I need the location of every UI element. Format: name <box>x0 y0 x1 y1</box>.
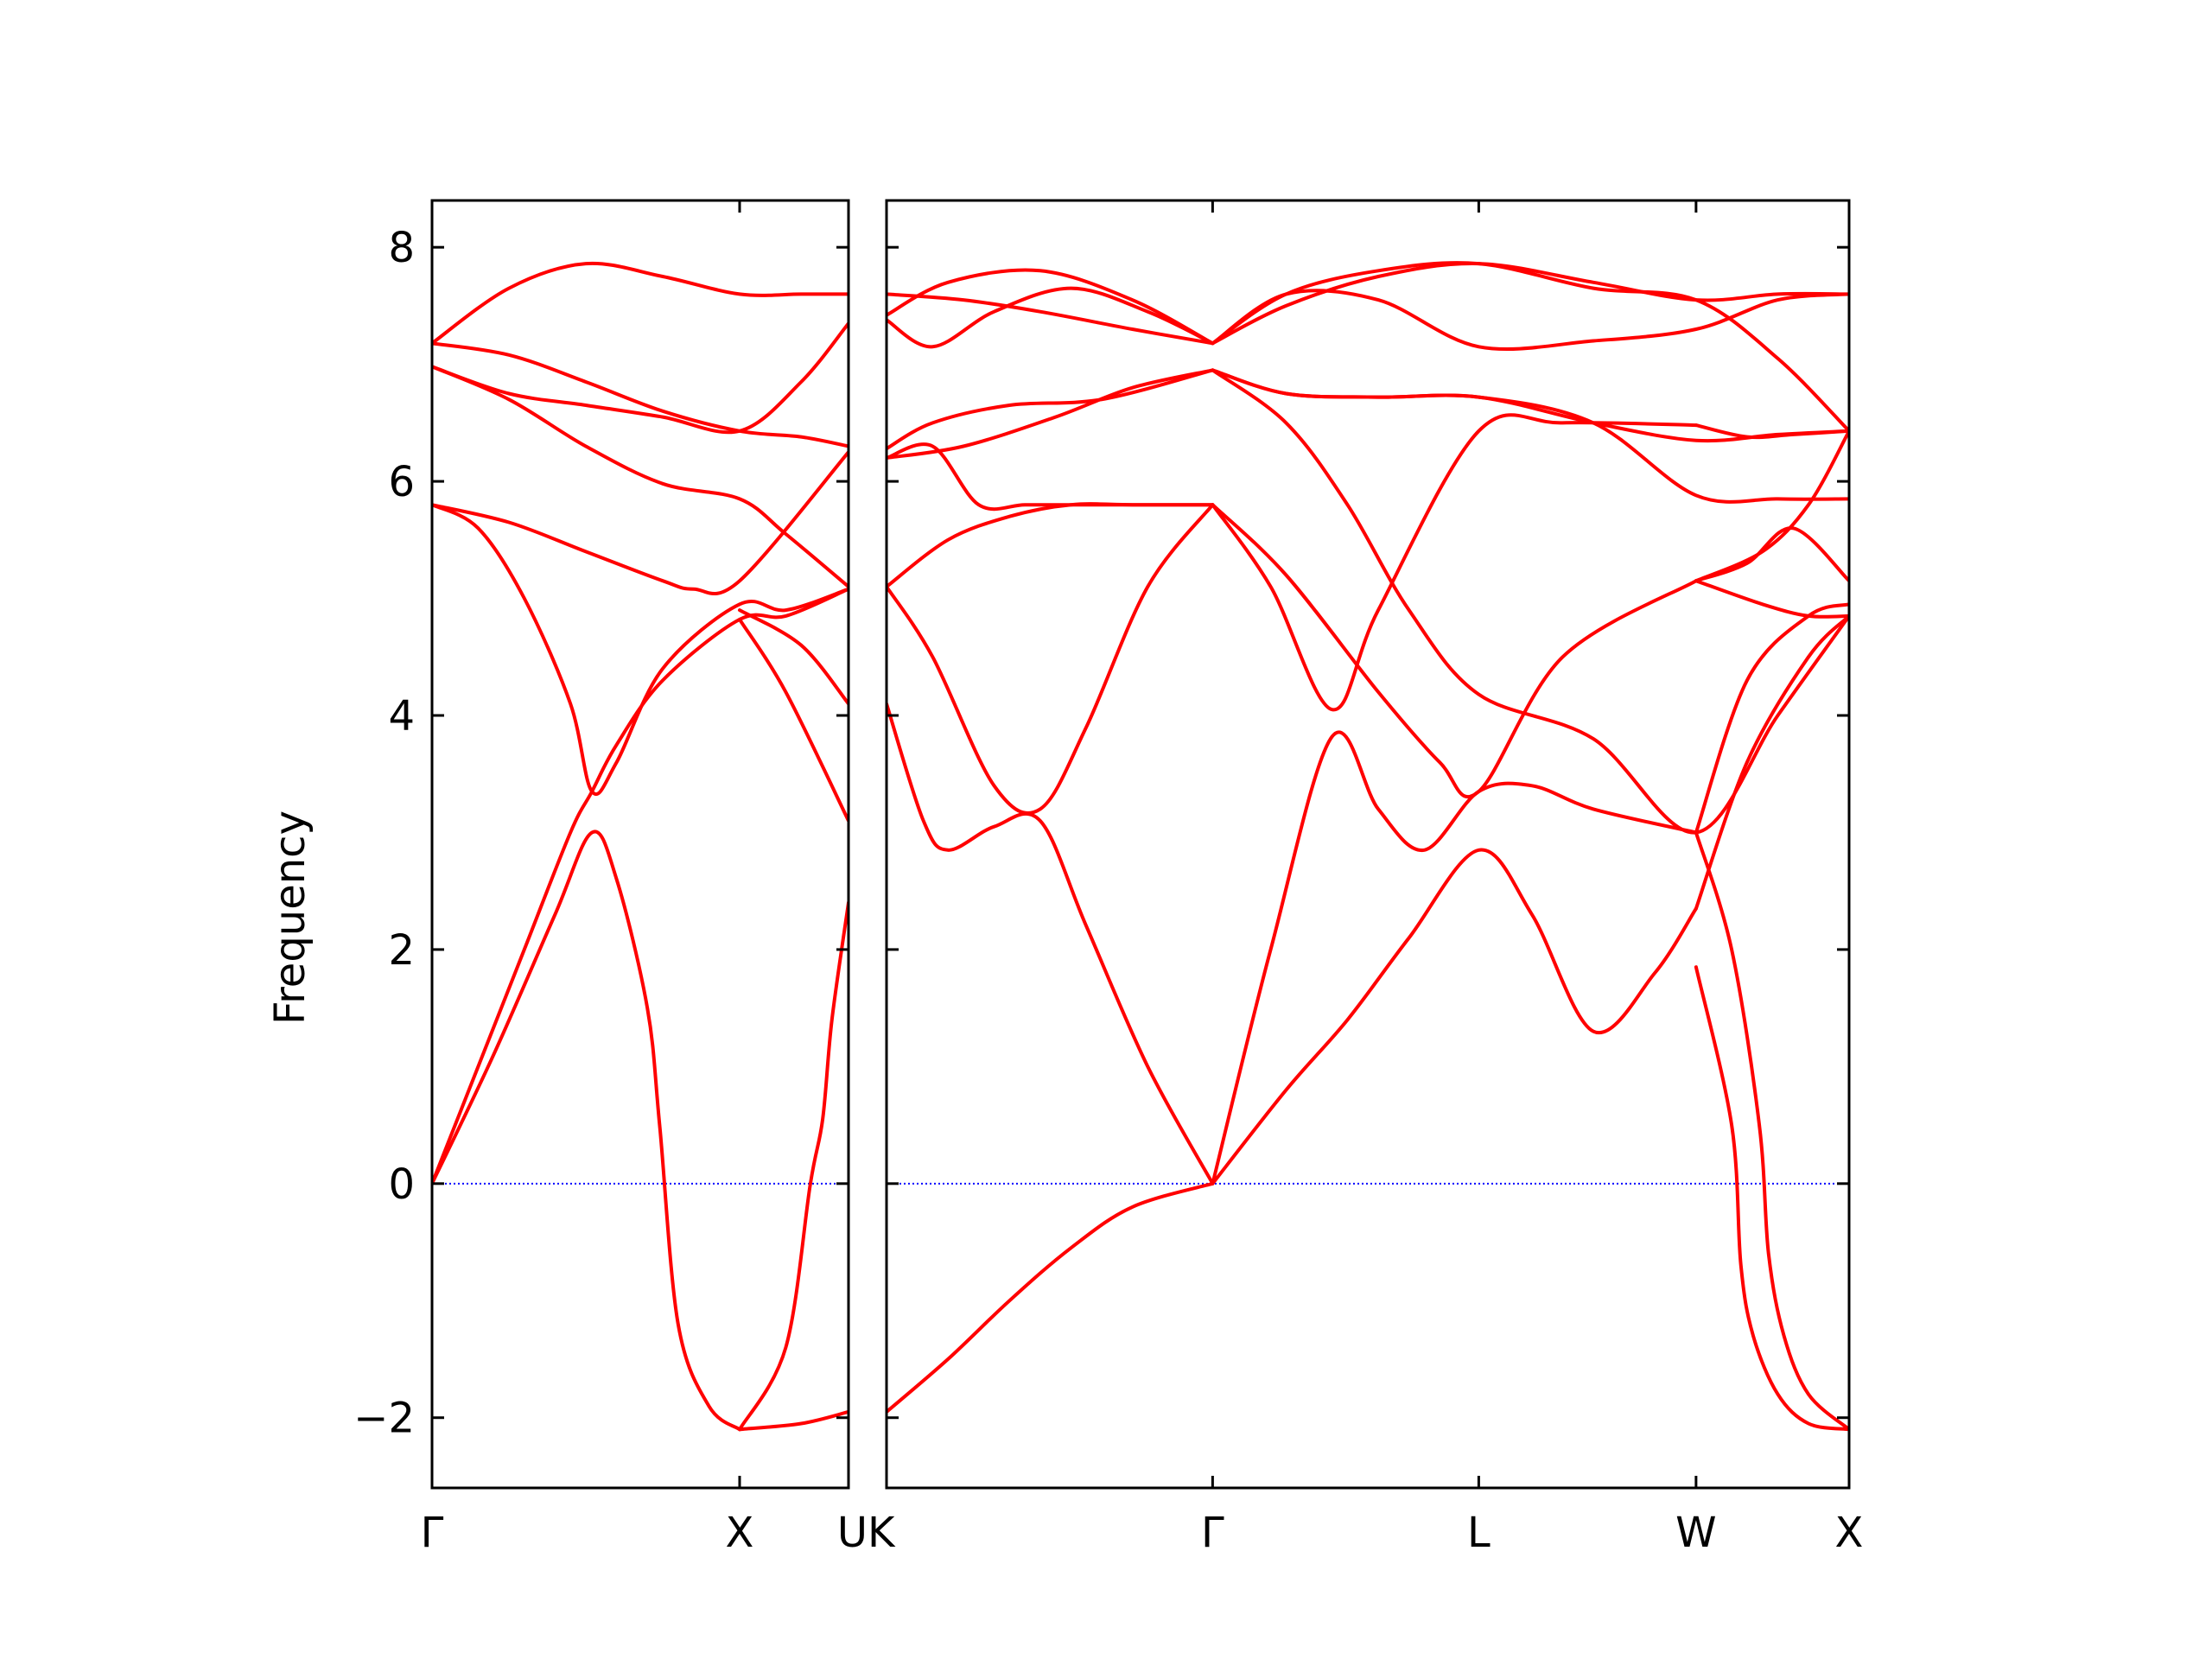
band-branches <box>432 261 849 1432</box>
y-tick-label: 4 <box>388 692 415 741</box>
band-branch <box>432 321 849 435</box>
band-branch <box>432 450 849 596</box>
band-branch <box>1694 602 1849 835</box>
y-tick-label: 8 <box>388 224 415 272</box>
band-branch <box>887 702 1215 1185</box>
band-branches <box>887 261 1849 1432</box>
y-axis-ticks: −2 0 2 4 6 8 <box>353 224 415 1443</box>
x-tick-label: L <box>1467 1509 1491 1557</box>
band-branch <box>1694 579 1849 619</box>
band-branch <box>1211 368 1849 835</box>
y-tick-label: 0 <box>388 1160 415 1209</box>
band-branch <box>1694 429 1849 583</box>
x-tick-label: K <box>868 1509 896 1557</box>
band-branch <box>432 830 741 1432</box>
band-branch <box>1211 848 1698 1185</box>
band-branch <box>887 368 1215 451</box>
band-branch <box>432 503 849 796</box>
x-tick-label: W <box>1675 1509 1716 1557</box>
band-branch <box>1211 261 1849 433</box>
y-axis-label: Frequency <box>266 810 315 1025</box>
band-branch <box>887 1181 1215 1414</box>
y-tick-label: 6 <box>388 458 415 506</box>
band-branch <box>1694 613 1849 911</box>
band-branch <box>738 1410 849 1432</box>
band-branch <box>1694 830 1849 1432</box>
y-tick-label: 2 <box>388 926 415 975</box>
panel-frame <box>885 199 1851 1490</box>
band-branch <box>738 900 849 1432</box>
band-branch <box>1211 413 1698 712</box>
y-tick-label: −2 <box>353 1395 415 1443</box>
band-branch <box>887 292 1215 346</box>
band-branch <box>887 502 1215 588</box>
panel-frame <box>430 199 850 1490</box>
band-branch <box>1694 965 1849 1432</box>
band-branch <box>1211 503 1698 799</box>
band-branch <box>738 608 849 706</box>
band-branch <box>887 268 1215 346</box>
band-branch <box>1694 526 1849 583</box>
band-branch <box>738 617 849 823</box>
band-branch <box>887 286 1215 349</box>
band-branch <box>1211 730 1698 1185</box>
band-branch <box>887 503 1215 815</box>
band-branch <box>1211 262 1849 346</box>
x-tick-label: Γ <box>1201 1509 1224 1557</box>
x-tick-label: X <box>1835 1509 1864 1557</box>
band-branch <box>1211 289 1849 352</box>
x-tick-label: Γ <box>421 1509 444 1557</box>
band-branch <box>1694 423 1849 440</box>
x-tick-label: X <box>726 1509 754 1557</box>
band-branch <box>432 341 849 448</box>
band-branch <box>432 365 849 588</box>
band-branch <box>1211 368 1849 504</box>
band-branch <box>432 261 849 346</box>
x-tick-label: U <box>837 1509 868 1557</box>
